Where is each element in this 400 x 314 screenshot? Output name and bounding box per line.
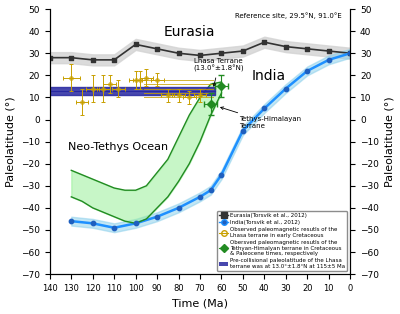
Point bbox=[175, 51, 182, 56]
Point bbox=[154, 214, 160, 219]
Text: India: India bbox=[252, 69, 286, 83]
Point bbox=[132, 221, 139, 226]
Text: Eurasia: Eurasia bbox=[164, 24, 215, 39]
Point bbox=[90, 221, 96, 226]
Point bbox=[283, 86, 289, 91]
Point bbox=[68, 55, 74, 60]
Point bbox=[154, 46, 160, 51]
Point bbox=[347, 51, 353, 56]
Point bbox=[283, 44, 289, 49]
Point bbox=[90, 57, 96, 62]
Point bbox=[175, 205, 182, 210]
Point bbox=[197, 194, 203, 199]
Point bbox=[326, 49, 332, 54]
X-axis label: Time (Ma): Time (Ma) bbox=[172, 298, 228, 308]
Y-axis label: Paleolatitude (°): Paleolatitude (°) bbox=[6, 96, 16, 187]
Point bbox=[304, 68, 310, 73]
Point bbox=[68, 219, 74, 224]
Point bbox=[132, 42, 139, 47]
Text: Neo-Tethys Ocean: Neo-Tethys Ocean bbox=[68, 143, 168, 153]
Point bbox=[347, 51, 353, 56]
Point bbox=[218, 172, 225, 177]
Point bbox=[304, 46, 310, 51]
Text: Reference site, 29.5°N, 91.0°E: Reference site, 29.5°N, 91.0°E bbox=[235, 12, 342, 19]
Legend: Eurasia(Torsvik et al., 2012), India(Torsvik et al., 2012), Observed paleomagnet: Eurasia(Torsvik et al., 2012), India(Tor… bbox=[217, 211, 347, 271]
Point bbox=[218, 51, 225, 56]
Point bbox=[208, 188, 214, 193]
Text: Lhasa Terrane
(13.0°±1.8°N): Lhasa Terrane (13.0°±1.8°N) bbox=[194, 58, 244, 86]
Point bbox=[326, 57, 332, 62]
Point bbox=[111, 57, 117, 62]
Point bbox=[240, 49, 246, 54]
Point bbox=[197, 53, 203, 58]
Point bbox=[240, 128, 246, 133]
Point bbox=[47, 55, 53, 60]
Text: Tethys-Himalayan
Terrane: Tethys-Himalayan Terrane bbox=[221, 107, 301, 129]
Point bbox=[261, 40, 268, 45]
Point bbox=[111, 225, 117, 230]
Y-axis label: Paleolatitude (°): Paleolatitude (°) bbox=[384, 96, 394, 187]
Point bbox=[261, 106, 268, 111]
